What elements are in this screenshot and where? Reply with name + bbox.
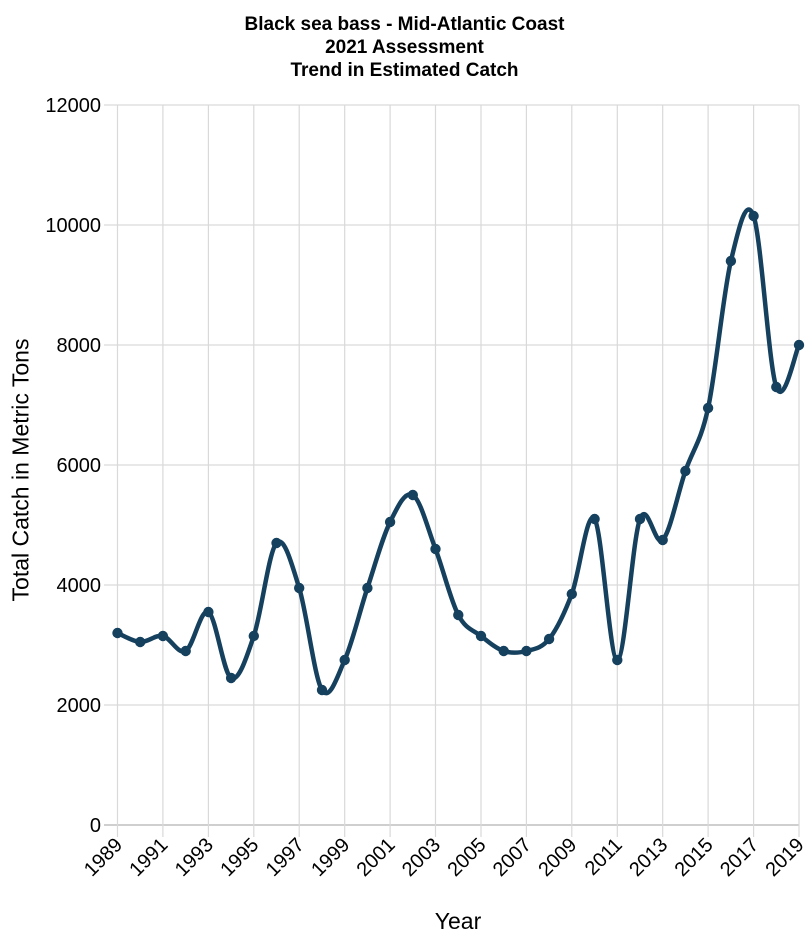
data-point <box>634 513 646 525</box>
data-point <box>112 627 123 639</box>
data-point <box>248 630 259 642</box>
data-point <box>316 684 328 696</box>
x-tick-label: 2005 <box>444 834 491 881</box>
y-tick-label: 8000 <box>57 335 102 357</box>
data-point <box>362 582 373 594</box>
data-point <box>771 381 782 393</box>
x-tick-label: 2007 <box>489 834 536 881</box>
chart-title: Black sea bass - Mid-Atlantic Coast 2021… <box>0 13 809 82</box>
x-tick-label: 2015 <box>671 834 718 881</box>
data-point <box>589 513 600 525</box>
data-point <box>384 516 396 528</box>
y-tick-label: 2000 <box>57 695 102 717</box>
data-point <box>339 654 350 666</box>
x-tick-label: 2017 <box>716 834 763 881</box>
x-tick-label: 2009 <box>534 834 581 881</box>
y-tick-label: 6000 <box>57 455 102 477</box>
x-tick-label: 2011 <box>581 834 627 880</box>
data-point <box>521 645 532 657</box>
chart-title-line-1: Black sea bass - Mid-Atlantic Coast <box>244 14 565 35</box>
x-tick-label: 1999 <box>307 834 354 881</box>
data-point <box>430 543 441 555</box>
data-point <box>748 210 759 222</box>
data-point <box>657 534 668 546</box>
data-point <box>793 339 805 351</box>
data-point <box>135 636 146 648</box>
chart-title-line-3: Trend in Estimated Catch <box>290 60 519 81</box>
chart-title-line-2: 2021 Assessment <box>325 37 484 58</box>
x-tick-label: 2001 <box>353 834 400 881</box>
data-point <box>475 630 487 642</box>
x-tick-label: 1989 <box>80 834 127 881</box>
data-point <box>680 465 691 477</box>
x-tick-label: 1997 <box>262 834 309 881</box>
data-point <box>203 606 214 618</box>
x-tick-label: 1993 <box>171 834 218 881</box>
trend-line <box>115 207 802 696</box>
y-tick-label: 0 <box>90 815 101 837</box>
data-point <box>543 633 555 645</box>
data-point <box>612 654 623 666</box>
data-point <box>702 402 714 414</box>
data-point <box>407 489 418 501</box>
x-tick-label: 2013 <box>625 834 672 881</box>
x-tick-label: 2019 <box>762 834 809 881</box>
data-point <box>566 588 577 600</box>
data-point <box>453 609 464 621</box>
y-tick-label: 10000 <box>45 215 101 237</box>
data-point <box>294 582 305 594</box>
data-point <box>180 645 191 657</box>
data-point <box>725 255 737 267</box>
y-tick-label: 12000 <box>45 95 101 117</box>
x-tick-label: 2003 <box>398 834 445 881</box>
data-point <box>157 630 169 642</box>
x-tick-label: 1995 <box>216 834 263 881</box>
data-point <box>271 537 282 549</box>
x-axis-title: Year <box>434 908 482 934</box>
x-tick-label: 1991 <box>125 834 172 881</box>
data-point <box>498 645 509 657</box>
data-point <box>225 672 237 684</box>
y-tick-label: 4000 <box>57 575 102 597</box>
